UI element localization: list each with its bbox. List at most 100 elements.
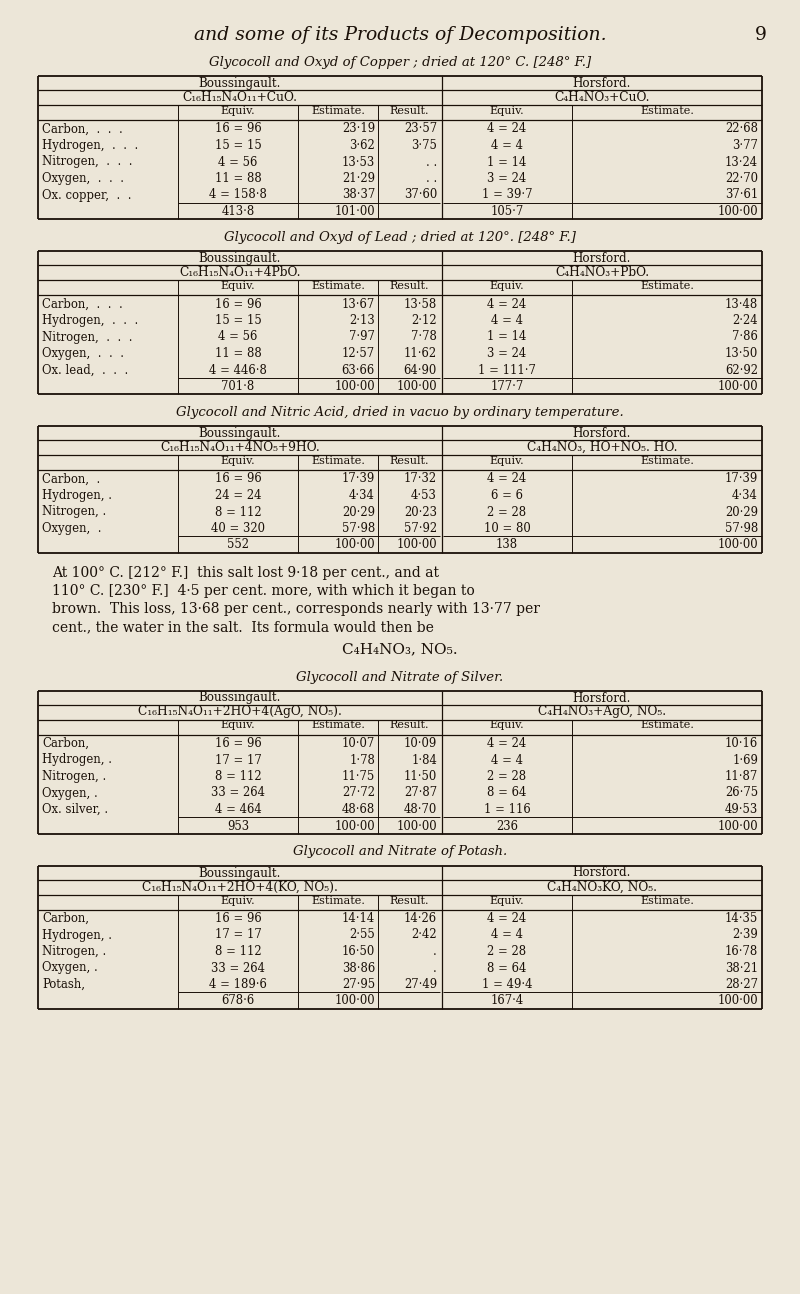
- Text: 100·00: 100·00: [334, 819, 375, 832]
- Text: 4 = 464: 4 = 464: [214, 804, 262, 817]
- Text: C₁₆H₁₅N₄O₁₁+2HO+4(AgO, NO₅).: C₁₆H₁₅N₄O₁₁+2HO+4(AgO, NO₅).: [138, 705, 342, 718]
- Text: Oxygen,  .  .  .: Oxygen, . . .: [42, 347, 124, 360]
- Text: Oxygen,  .: Oxygen, .: [42, 521, 102, 534]
- Text: 27·87: 27·87: [404, 787, 437, 800]
- Text: 7·97: 7·97: [349, 330, 375, 343]
- Text: 4 = 24: 4 = 24: [487, 472, 526, 485]
- Text: Carbon,  .  .  .: Carbon, . . .: [42, 298, 122, 311]
- Text: 33 = 264: 33 = 264: [211, 787, 265, 800]
- Text: Carbon,: Carbon,: [42, 912, 89, 925]
- Text: Boussingault.: Boussingault.: [199, 252, 281, 265]
- Text: 11·87: 11·87: [725, 770, 758, 783]
- Text: 2·12: 2·12: [411, 314, 437, 327]
- Text: 14·14: 14·14: [342, 912, 375, 925]
- Text: 10·16: 10·16: [725, 738, 758, 751]
- Text: 37·60: 37·60: [404, 189, 437, 202]
- Text: Horsford.: Horsford.: [573, 78, 631, 91]
- Text: 13·53: 13·53: [342, 155, 375, 168]
- Text: 2·13: 2·13: [350, 314, 375, 327]
- Text: C₄H₄NO₃KO, NO₅.: C₄H₄NO₃KO, NO₅.: [547, 880, 657, 893]
- Text: Equiv.: Equiv.: [221, 721, 255, 731]
- Text: Boussingault.: Boussingault.: [199, 867, 281, 880]
- Text: C₄H₄NO₃+AgO, NO₅.: C₄H₄NO₃+AgO, NO₅.: [538, 705, 666, 718]
- Text: . .: . .: [426, 155, 437, 168]
- Text: 1 = 111·7: 1 = 111·7: [478, 364, 536, 377]
- Text: 4 = 189·6: 4 = 189·6: [209, 978, 267, 991]
- Text: Potash,: Potash,: [42, 978, 85, 991]
- Text: Carbon,  .  .  .: Carbon, . . .: [42, 123, 122, 136]
- Text: 2·39: 2·39: [732, 929, 758, 942]
- Text: 14·26: 14·26: [404, 912, 437, 925]
- Text: 48·68: 48·68: [342, 804, 375, 817]
- Text: Estimate.: Estimate.: [640, 455, 694, 466]
- Text: Oxygen, .: Oxygen, .: [42, 961, 98, 974]
- Text: 1 = 14: 1 = 14: [487, 330, 526, 343]
- Text: Equiv.: Equiv.: [221, 895, 255, 906]
- Text: 4 = 4: 4 = 4: [491, 314, 523, 327]
- Text: 4 = 24: 4 = 24: [487, 298, 526, 311]
- Text: Estimate.: Estimate.: [640, 721, 694, 731]
- Text: 26·75: 26·75: [725, 787, 758, 800]
- Text: Boussingault.: Boussingault.: [199, 427, 281, 440]
- Text: Carbon,  .: Carbon, .: [42, 472, 100, 485]
- Text: 4 = 24: 4 = 24: [487, 123, 526, 136]
- Text: Oxygen, .: Oxygen, .: [42, 787, 98, 800]
- Text: 6 = 6: 6 = 6: [491, 489, 523, 502]
- Text: Nitrogen,  .  .  .: Nitrogen, . . .: [42, 330, 133, 343]
- Text: Result.: Result.: [390, 455, 429, 466]
- Text: 8 = 112: 8 = 112: [214, 506, 262, 519]
- Text: Result.: Result.: [390, 106, 429, 116]
- Text: Equiv.: Equiv.: [490, 106, 524, 116]
- Text: 1 = 116: 1 = 116: [484, 804, 530, 817]
- Text: Estimate.: Estimate.: [640, 106, 694, 116]
- Text: 37·61: 37·61: [725, 189, 758, 202]
- Text: C₄H₄NO₃+PbO.: C₄H₄NO₃+PbO.: [555, 267, 649, 280]
- Text: 552: 552: [227, 538, 249, 551]
- Text: 100·00: 100·00: [334, 380, 375, 393]
- Text: 21·29: 21·29: [342, 172, 375, 185]
- Text: 13·58: 13·58: [404, 298, 437, 311]
- Text: Nitrogen, .: Nitrogen, .: [42, 770, 106, 783]
- Text: 236: 236: [496, 819, 518, 832]
- Text: Oxygen,  .  .  .: Oxygen, . . .: [42, 172, 124, 185]
- Text: Carbon,: Carbon,: [42, 738, 89, 751]
- Text: 49·53: 49·53: [725, 804, 758, 817]
- Text: 20·29: 20·29: [725, 506, 758, 519]
- Text: 2 = 28: 2 = 28: [487, 945, 526, 958]
- Text: 3·62: 3·62: [350, 138, 375, 151]
- Text: 4 = 56: 4 = 56: [218, 330, 258, 343]
- Text: 101·00: 101·00: [334, 204, 375, 217]
- Text: 10·07: 10·07: [342, 738, 375, 751]
- Text: 8 = 64: 8 = 64: [487, 961, 526, 974]
- Text: Result.: Result.: [390, 281, 429, 291]
- Text: 17·39: 17·39: [342, 472, 375, 485]
- Text: 9: 9: [755, 26, 767, 44]
- Text: 4 = 4: 4 = 4: [491, 753, 523, 766]
- Text: Hydrogen,  .  .  .: Hydrogen, . . .: [42, 314, 138, 327]
- Text: 100·00: 100·00: [718, 538, 758, 551]
- Text: 7·86: 7·86: [732, 330, 758, 343]
- Text: 38·86: 38·86: [342, 961, 375, 974]
- Text: 138: 138: [496, 538, 518, 551]
- Text: 16·78: 16·78: [725, 945, 758, 958]
- Text: 678·6: 678·6: [222, 995, 254, 1008]
- Text: 16 = 96: 16 = 96: [214, 912, 262, 925]
- Text: 105·7: 105·7: [490, 204, 524, 217]
- Text: 4 = 158·8: 4 = 158·8: [209, 189, 267, 202]
- Text: C₁₆H₁₅N₄O₁₁+4PbO.: C₁₆H₁₅N₄O₁₁+4PbO.: [179, 267, 301, 280]
- Text: 17·39: 17·39: [725, 472, 758, 485]
- Text: Ox. silver, .: Ox. silver, .: [42, 804, 108, 817]
- Text: 100·00: 100·00: [396, 819, 437, 832]
- Text: Glycocoll and Nitrate of Silver.: Glycocoll and Nitrate of Silver.: [296, 670, 504, 683]
- Text: 100·00: 100·00: [334, 995, 375, 1008]
- Text: Glycocoll and Oxyd of Copper ; dried at 120° C. [248° F.]: Glycocoll and Oxyd of Copper ; dried at …: [209, 56, 591, 69]
- Text: 62·92: 62·92: [725, 364, 758, 377]
- Text: 12·57: 12·57: [342, 347, 375, 360]
- Text: 16 = 96: 16 = 96: [214, 738, 262, 751]
- Text: Estimate.: Estimate.: [311, 455, 365, 466]
- Text: 167·4: 167·4: [490, 995, 524, 1008]
- Text: Equiv.: Equiv.: [221, 455, 255, 466]
- Text: Hydrogen,  .  .  .: Hydrogen, . . .: [42, 138, 138, 151]
- Text: 4 = 446·8: 4 = 446·8: [209, 364, 267, 377]
- Text: 1 = 14: 1 = 14: [487, 155, 526, 168]
